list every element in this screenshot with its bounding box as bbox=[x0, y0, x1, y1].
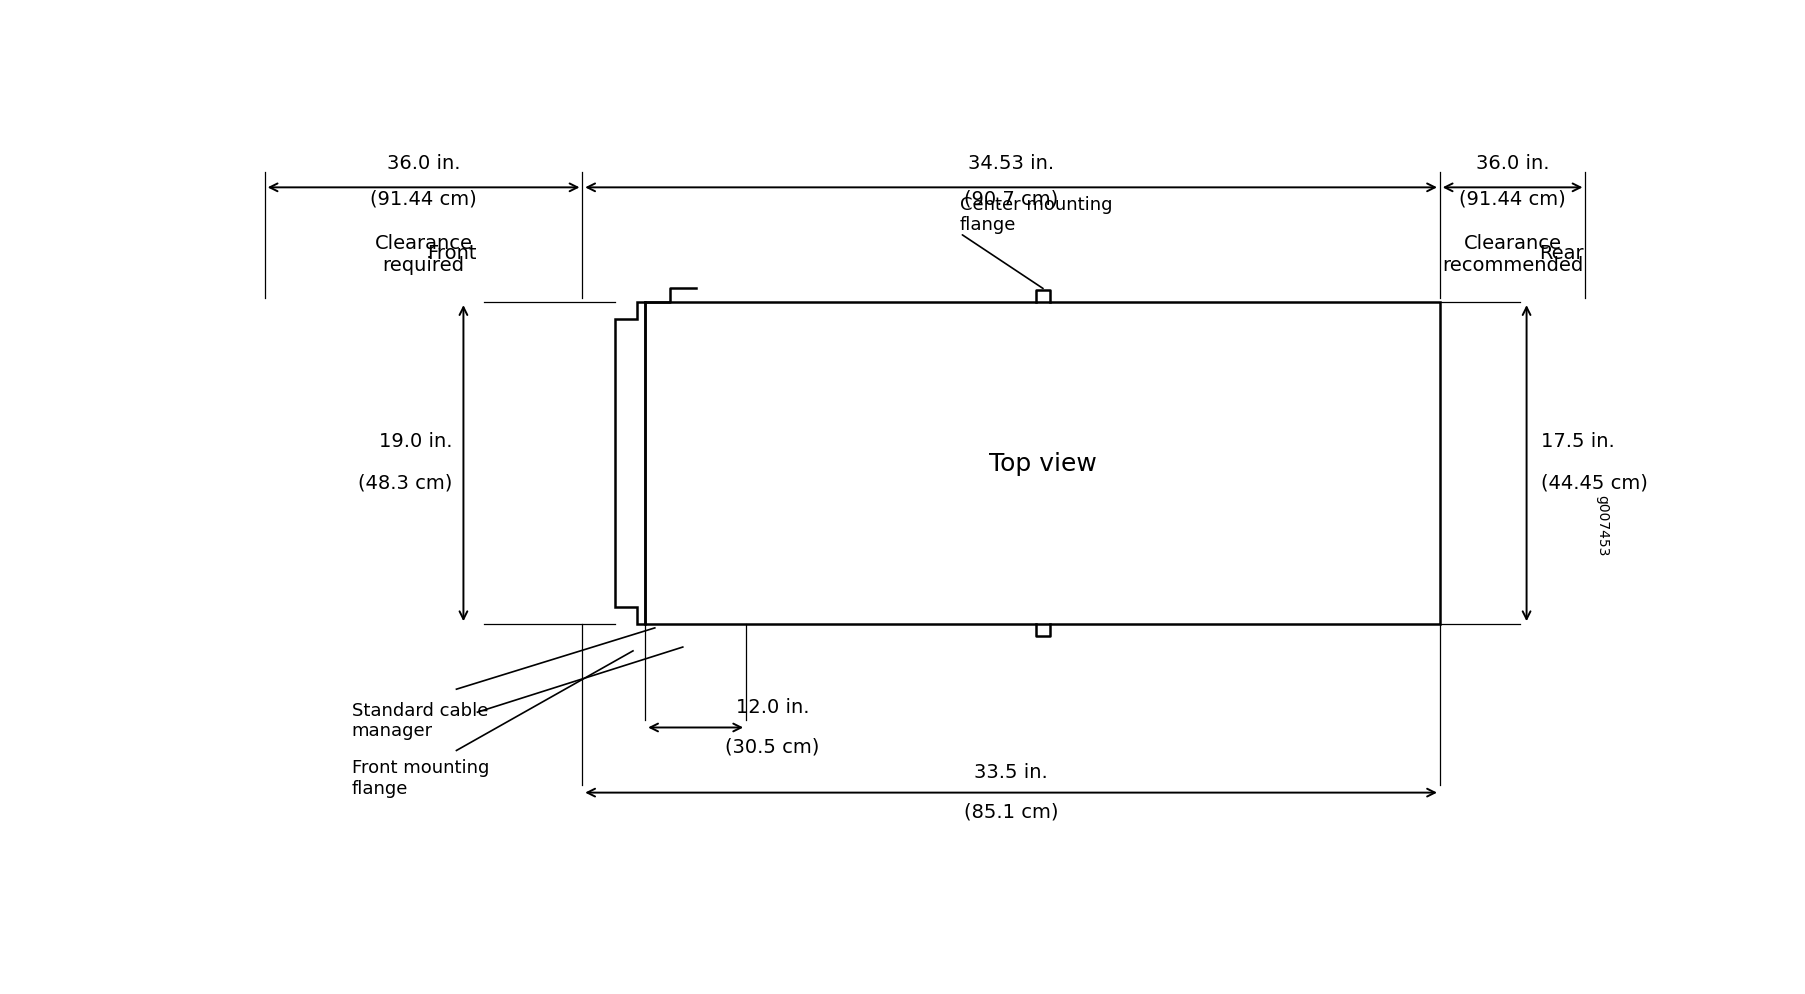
Text: (90.7 cm): (90.7 cm) bbox=[964, 190, 1058, 209]
Text: Center mounting
flange: Center mounting flange bbox=[960, 196, 1112, 235]
Text: Rear: Rear bbox=[1540, 244, 1583, 262]
Text: (48.3 cm): (48.3 cm) bbox=[357, 473, 453, 492]
Text: (85.1 cm): (85.1 cm) bbox=[964, 802, 1058, 821]
Text: 34.53 in.: 34.53 in. bbox=[967, 154, 1054, 173]
Text: (30.5 cm): (30.5 cm) bbox=[726, 737, 819, 755]
Text: 36.0 in.: 36.0 in. bbox=[386, 154, 460, 173]
Text: 12.0 in.: 12.0 in. bbox=[736, 698, 809, 717]
Text: (91.44 cm): (91.44 cm) bbox=[370, 190, 477, 209]
Text: (44.45 cm): (44.45 cm) bbox=[1541, 473, 1648, 492]
Text: Front: Front bbox=[428, 244, 477, 262]
Text: Standard cable
manager: Standard cable manager bbox=[352, 701, 487, 740]
Text: Front mounting
flange: Front mounting flange bbox=[352, 758, 489, 797]
Text: 17.5 in.: 17.5 in. bbox=[1541, 431, 1614, 450]
Text: g007453: g007453 bbox=[1596, 494, 1608, 556]
Text: (91.44 cm): (91.44 cm) bbox=[1458, 190, 1567, 209]
Text: Top view: Top view bbox=[989, 451, 1096, 476]
Text: 33.5 in.: 33.5 in. bbox=[975, 762, 1049, 781]
Text: 19.0 in.: 19.0 in. bbox=[379, 431, 453, 450]
Text: Clearance
recommended: Clearance recommended bbox=[1442, 234, 1583, 275]
Text: Clearance
required: Clearance required bbox=[375, 234, 473, 275]
Text: 36.0 in.: 36.0 in. bbox=[1476, 154, 1549, 173]
